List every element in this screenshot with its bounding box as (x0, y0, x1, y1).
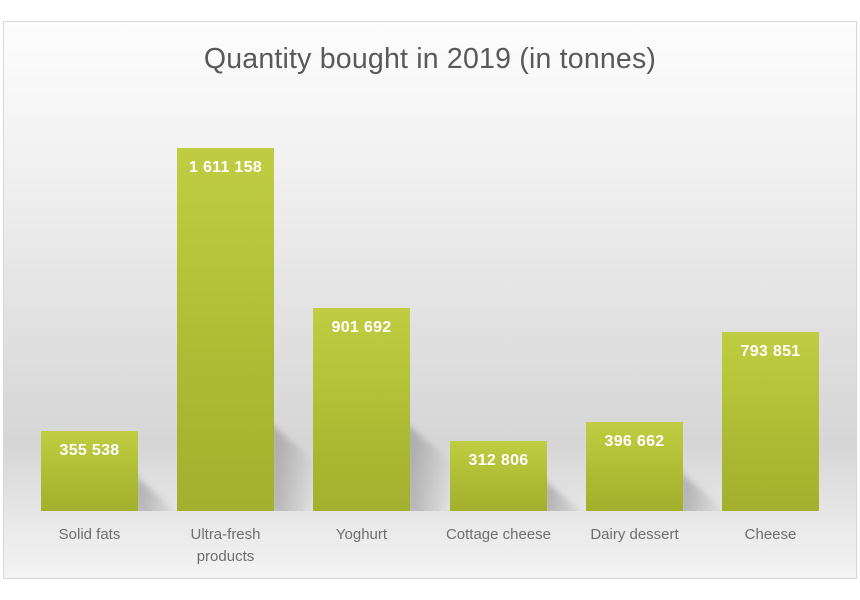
category-label-solid-fats: Solid fats (58, 526, 121, 543)
bar-shadow-layer (41, 131, 819, 511)
bar-ultra-fresh-products[interactable]: 1 611 158 (177, 148, 274, 511)
bar-yoghurt[interactable]: 901 692 (313, 308, 410, 511)
category-label-yoghurt: Yoghurt (335, 526, 388, 543)
category-label-ultra-fresh-products: Ultra-fresh products (190, 526, 261, 565)
chart-area[interactable]: Quantity bought in 2019 (in tonnes) 355 … (3, 21, 857, 579)
category-label-cheese: Cheese (744, 526, 797, 543)
bar-column-cheese: 793 851 Cheese (722, 131, 819, 543)
bar-cheese[interactable]: 793 851 (722, 332, 819, 511)
value-label-cheese: 793 851 (740, 343, 801, 360)
value-label-solid-fats: 355 538 (59, 442, 120, 459)
bar-column-cottage-cheese: 312 806 Cottage cheese (446, 131, 551, 543)
bar-column-yoghurt: 901 692 Yoghurt (313, 131, 410, 543)
chart-title: Quantity bought in 2019 (in tonnes) (203, 43, 657, 75)
bar-shadow-yoghurt (406, 423, 456, 511)
bar-cottage-cheese[interactable]: 312 806 (450, 441, 547, 511)
bar-column-solid-fats: 355 538 Solid fats (41, 131, 138, 543)
value-label-ultra-fresh-products: 1 611 158 (189, 159, 262, 176)
bar-solid-fats[interactable]: 355 538 (41, 431, 138, 511)
bar-column-dairy-dessert: 396 662 Dairy dessert (586, 131, 683, 543)
value-label-cottage-cheese: 312 806 (468, 452, 529, 469)
bar-column-ultra-fresh-products: 1 611 158 Ultra-fresh products (177, 131, 274, 565)
bar-dairy-dessert[interactable]: 396 662 (586, 422, 683, 511)
category-label-cottage-cheese: Cottage cheese (445, 526, 552, 543)
value-label-yoghurt: 901 692 (331, 319, 392, 336)
value-label-dairy-dessert: 396 662 (604, 433, 665, 450)
category-label-dairy-dessert: Dairy dessert (590, 526, 679, 543)
plot-area: 355 538 Solid fats 1 611 158 Ultra-fresh pr… (41, 131, 819, 565)
